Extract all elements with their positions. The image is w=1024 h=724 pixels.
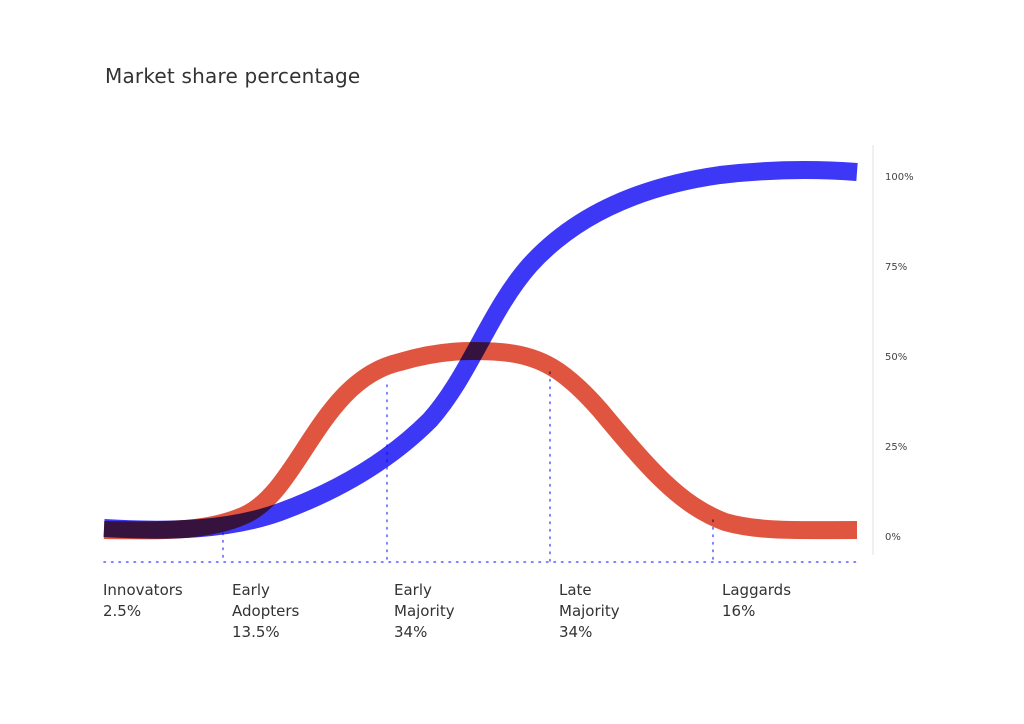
category-name: Early — [232, 581, 270, 599]
y-tick-75: 75% — [885, 262, 908, 273]
category-late-majority: Late Majority 34% — [559, 580, 620, 643]
adoption-bell-curve — [103, 342, 858, 540]
category-name: Early — [394, 581, 432, 599]
category-share: 13.5% — [232, 623, 280, 641]
category-name-line2: Majority — [394, 602, 455, 620]
category-share: 34% — [394, 623, 428, 641]
category-laggards: Laggards 16% — [722, 580, 791, 622]
category-share: 34% — [559, 623, 593, 641]
category-name-line2: Majority — [559, 602, 620, 620]
category-share: 16% — [722, 602, 756, 620]
category-innovators: Innovators 2.5% — [103, 580, 183, 622]
market-share-s-curve — [103, 161, 858, 539]
category-early-majority: Early Majority 34% — [394, 580, 455, 643]
category-share: 2.5% — [103, 602, 142, 620]
category-early-adopters: Early Adopters 13.5% — [232, 580, 299, 643]
y-tick-0: 0% — [885, 532, 901, 543]
category-name: Laggards — [722, 581, 792, 599]
y-tick-100: 100% — [885, 172, 914, 183]
category-name: Innovators — [103, 581, 183, 599]
category-name-line2: Adopters — [232, 602, 300, 620]
category-name: Late — [559, 581, 592, 599]
y-tick-50: 50% — [885, 352, 908, 363]
chart-title: Market share percentage — [105, 64, 361, 88]
y-tick-25: 25% — [885, 442, 908, 453]
